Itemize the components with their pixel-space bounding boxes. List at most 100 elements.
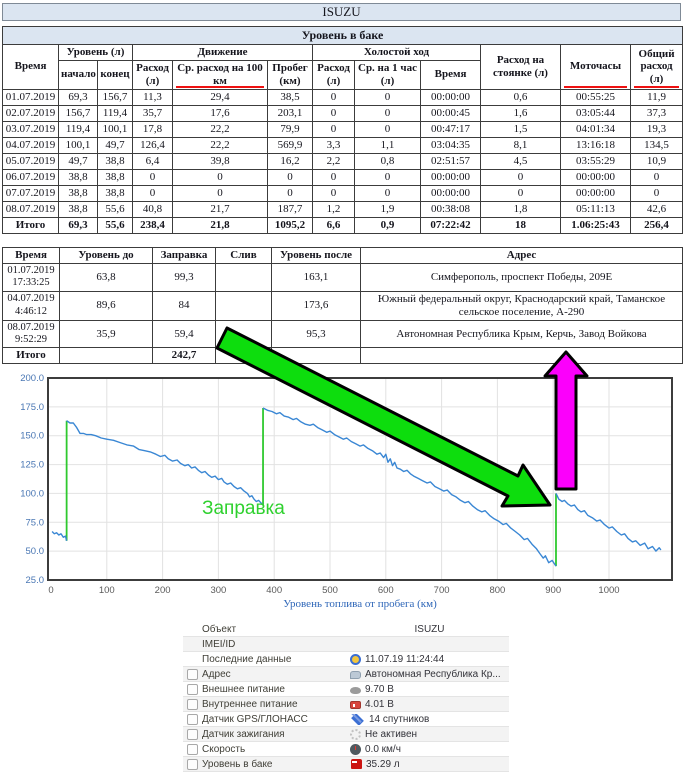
speedometer-icon: [350, 743, 361, 755]
status-value: 35.29 л: [350, 759, 509, 770]
table-cell: 569,9: [267, 136, 313, 154]
fuel-icon: [351, 759, 362, 769]
y-tick-label: 25.0: [26, 575, 45, 586]
table-cell: 02.07.2019: [2, 104, 59, 122]
checkbox-cell: [183, 683, 202, 695]
col-header-mileage: Пробег (км): [267, 59, 313, 90]
table-cell: 39,8: [172, 152, 268, 170]
table-cell: 29,4: [172, 88, 268, 106]
table-cell: 38,8: [97, 168, 133, 186]
table-cell: 99,3: [152, 262, 216, 292]
table-cell: 0: [480, 184, 561, 202]
row-checkbox[interactable]: [187, 698, 198, 710]
status-value-text: 14 спутников: [369, 713, 430, 725]
table-cell: 00:38:08: [420, 200, 481, 218]
table-cell: 38,8: [97, 152, 133, 170]
status-value-text: 35.29 л: [366, 758, 400, 770]
table-cell: 0: [312, 168, 355, 186]
status-row-imei-id: IMEI/ID: [183, 637, 509, 652]
table-cell: 100,1: [58, 136, 98, 154]
plot-border: [47, 377, 673, 581]
checkbox-cell: [183, 713, 202, 725]
row-checkbox[interactable]: [187, 728, 198, 740]
status-row-датчик-gps-глонасс: Датчик GPS/ГЛОНАСС 14 спутников: [183, 712, 509, 727]
col-header-level-start: начало: [58, 59, 98, 90]
table-cell: Итого: [2, 347, 60, 365]
table-cell: 1,2: [312, 200, 355, 218]
chart-canvas: 200.0 175.0 150.0 125.0 100.0 75.0 50.0 25.00 10…: [20, 373, 673, 610]
checkbox-cell: [183, 698, 202, 710]
table-cell: 00:00:00: [560, 168, 631, 186]
table-cell: 01.07.2019 17:33:25: [2, 262, 60, 292]
table-cell: 55,6: [97, 216, 133, 234]
table-cell: 89,6: [59, 290, 153, 321]
table-cell: [215, 319, 272, 349]
col-header-move-consumption: Расход (л): [132, 59, 173, 90]
table-cell: 119,4: [58, 120, 98, 138]
x-tick-label: 400: [266, 585, 282, 596]
table-cell: 07.07.2019: [2, 184, 59, 202]
table-cell: [59, 347, 153, 365]
table-cell: Южный федеральный округ, Краснодарский к…: [360, 290, 683, 321]
y-tick-label: 100.0: [20, 488, 44, 499]
table-cell: 6,6: [312, 216, 355, 234]
status-value: 14 спутников: [350, 713, 509, 725]
row-checkbox[interactable]: [187, 743, 198, 755]
status-label: Датчик зажигания: [202, 728, 285, 740]
table-cell: 119,4: [97, 104, 133, 122]
col-header-idle-per-hour: Ср. на 1 час (л): [354, 59, 421, 90]
table-cell: 0: [172, 168, 268, 186]
status-value-text: 0.0 км/ч: [365, 743, 401, 755]
row-checkbox[interactable]: [187, 713, 198, 725]
table-cell: 126,4: [132, 136, 173, 154]
table-cell: 04.07.2019 4:46:12: [2, 290, 60, 321]
fuel-section-title: Уровень в баке: [1, 26, 684, 45]
unit-status-panel: Объект ISUZU IMEI/ID Последние данные 11.07.…: [183, 622, 509, 772]
refill-table-row: 04.07.2019 4:46:12 89,6 84 173,6 Южный федер…: [2, 290, 683, 321]
table-cell: Итого: [2, 216, 59, 234]
table-cell: 1095,2: [267, 216, 313, 234]
fuel-table-row: 02.07.2019 156,7 119,4 35,7 17,6 203,1 0 0 00:00…: [2, 104, 684, 122]
table-cell: 42,6: [629, 200, 684, 218]
status-row-датчик-зажигания: Датчик зажигания Не активен: [183, 727, 509, 742]
status-value-text: Автономная Республика Кр...: [365, 668, 501, 680]
table-cell: 69,3: [58, 216, 98, 234]
table-cell: 04:01:34: [560, 120, 631, 138]
row-checkbox[interactable]: [187, 668, 198, 680]
col-header-avg-per-100km: Ср. расход на 100 км: [172, 59, 268, 90]
status-label: Датчик GPS/ГЛОНАСС: [202, 713, 308, 725]
status-label: IMEI/ID: [202, 638, 236, 650]
table-cell: 8,1: [480, 136, 561, 154]
row-checkbox[interactable]: [187, 758, 198, 770]
table-cell: 19,3: [629, 120, 684, 138]
table-cell: 187,7: [267, 200, 313, 218]
status-row-внутреннее-питание: Внутреннее питание 4.01 В: [183, 697, 509, 712]
table-cell: 00:00:00: [420, 88, 481, 106]
status-label: Адрес: [202, 668, 231, 680]
clock-icon: [350, 653, 361, 665]
table-cell: 1,1: [354, 136, 421, 154]
row-checkbox[interactable]: [187, 683, 198, 695]
status-row-последние-данные: Последние данные 11.07.19 11:24:44: [183, 652, 509, 667]
y-tick-label: 125.0: [20, 460, 44, 471]
refill-col-header: Время: [2, 247, 60, 264]
table-cell: 0: [312, 104, 355, 122]
table-cell: 38,8: [97, 184, 133, 202]
table-cell: Симферополь, проспект Победы, 209Е: [360, 262, 683, 292]
status-label: Скорость: [202, 743, 246, 755]
refill-total-row: Итого 242,7: [2, 347, 683, 365]
status-value-text: 4.01 В: [365, 698, 394, 710]
satellite-icon: [351, 713, 364, 725]
table-cell: 0: [354, 168, 421, 186]
y-tick-label: 200.0: [20, 373, 44, 384]
ignition-icon: [350, 728, 361, 740]
table-cell: 0: [354, 88, 421, 106]
table-cell: 0: [312, 184, 355, 202]
table-cell: 79,9: [267, 120, 313, 138]
table-cell: 40,8: [132, 200, 173, 218]
table-cell: 59,4: [152, 319, 216, 349]
x-tick-label: 1000: [598, 585, 619, 596]
table-cell: 63,8: [59, 262, 153, 292]
table-cell: 21,7: [172, 200, 268, 218]
table-cell: 0: [312, 120, 355, 138]
